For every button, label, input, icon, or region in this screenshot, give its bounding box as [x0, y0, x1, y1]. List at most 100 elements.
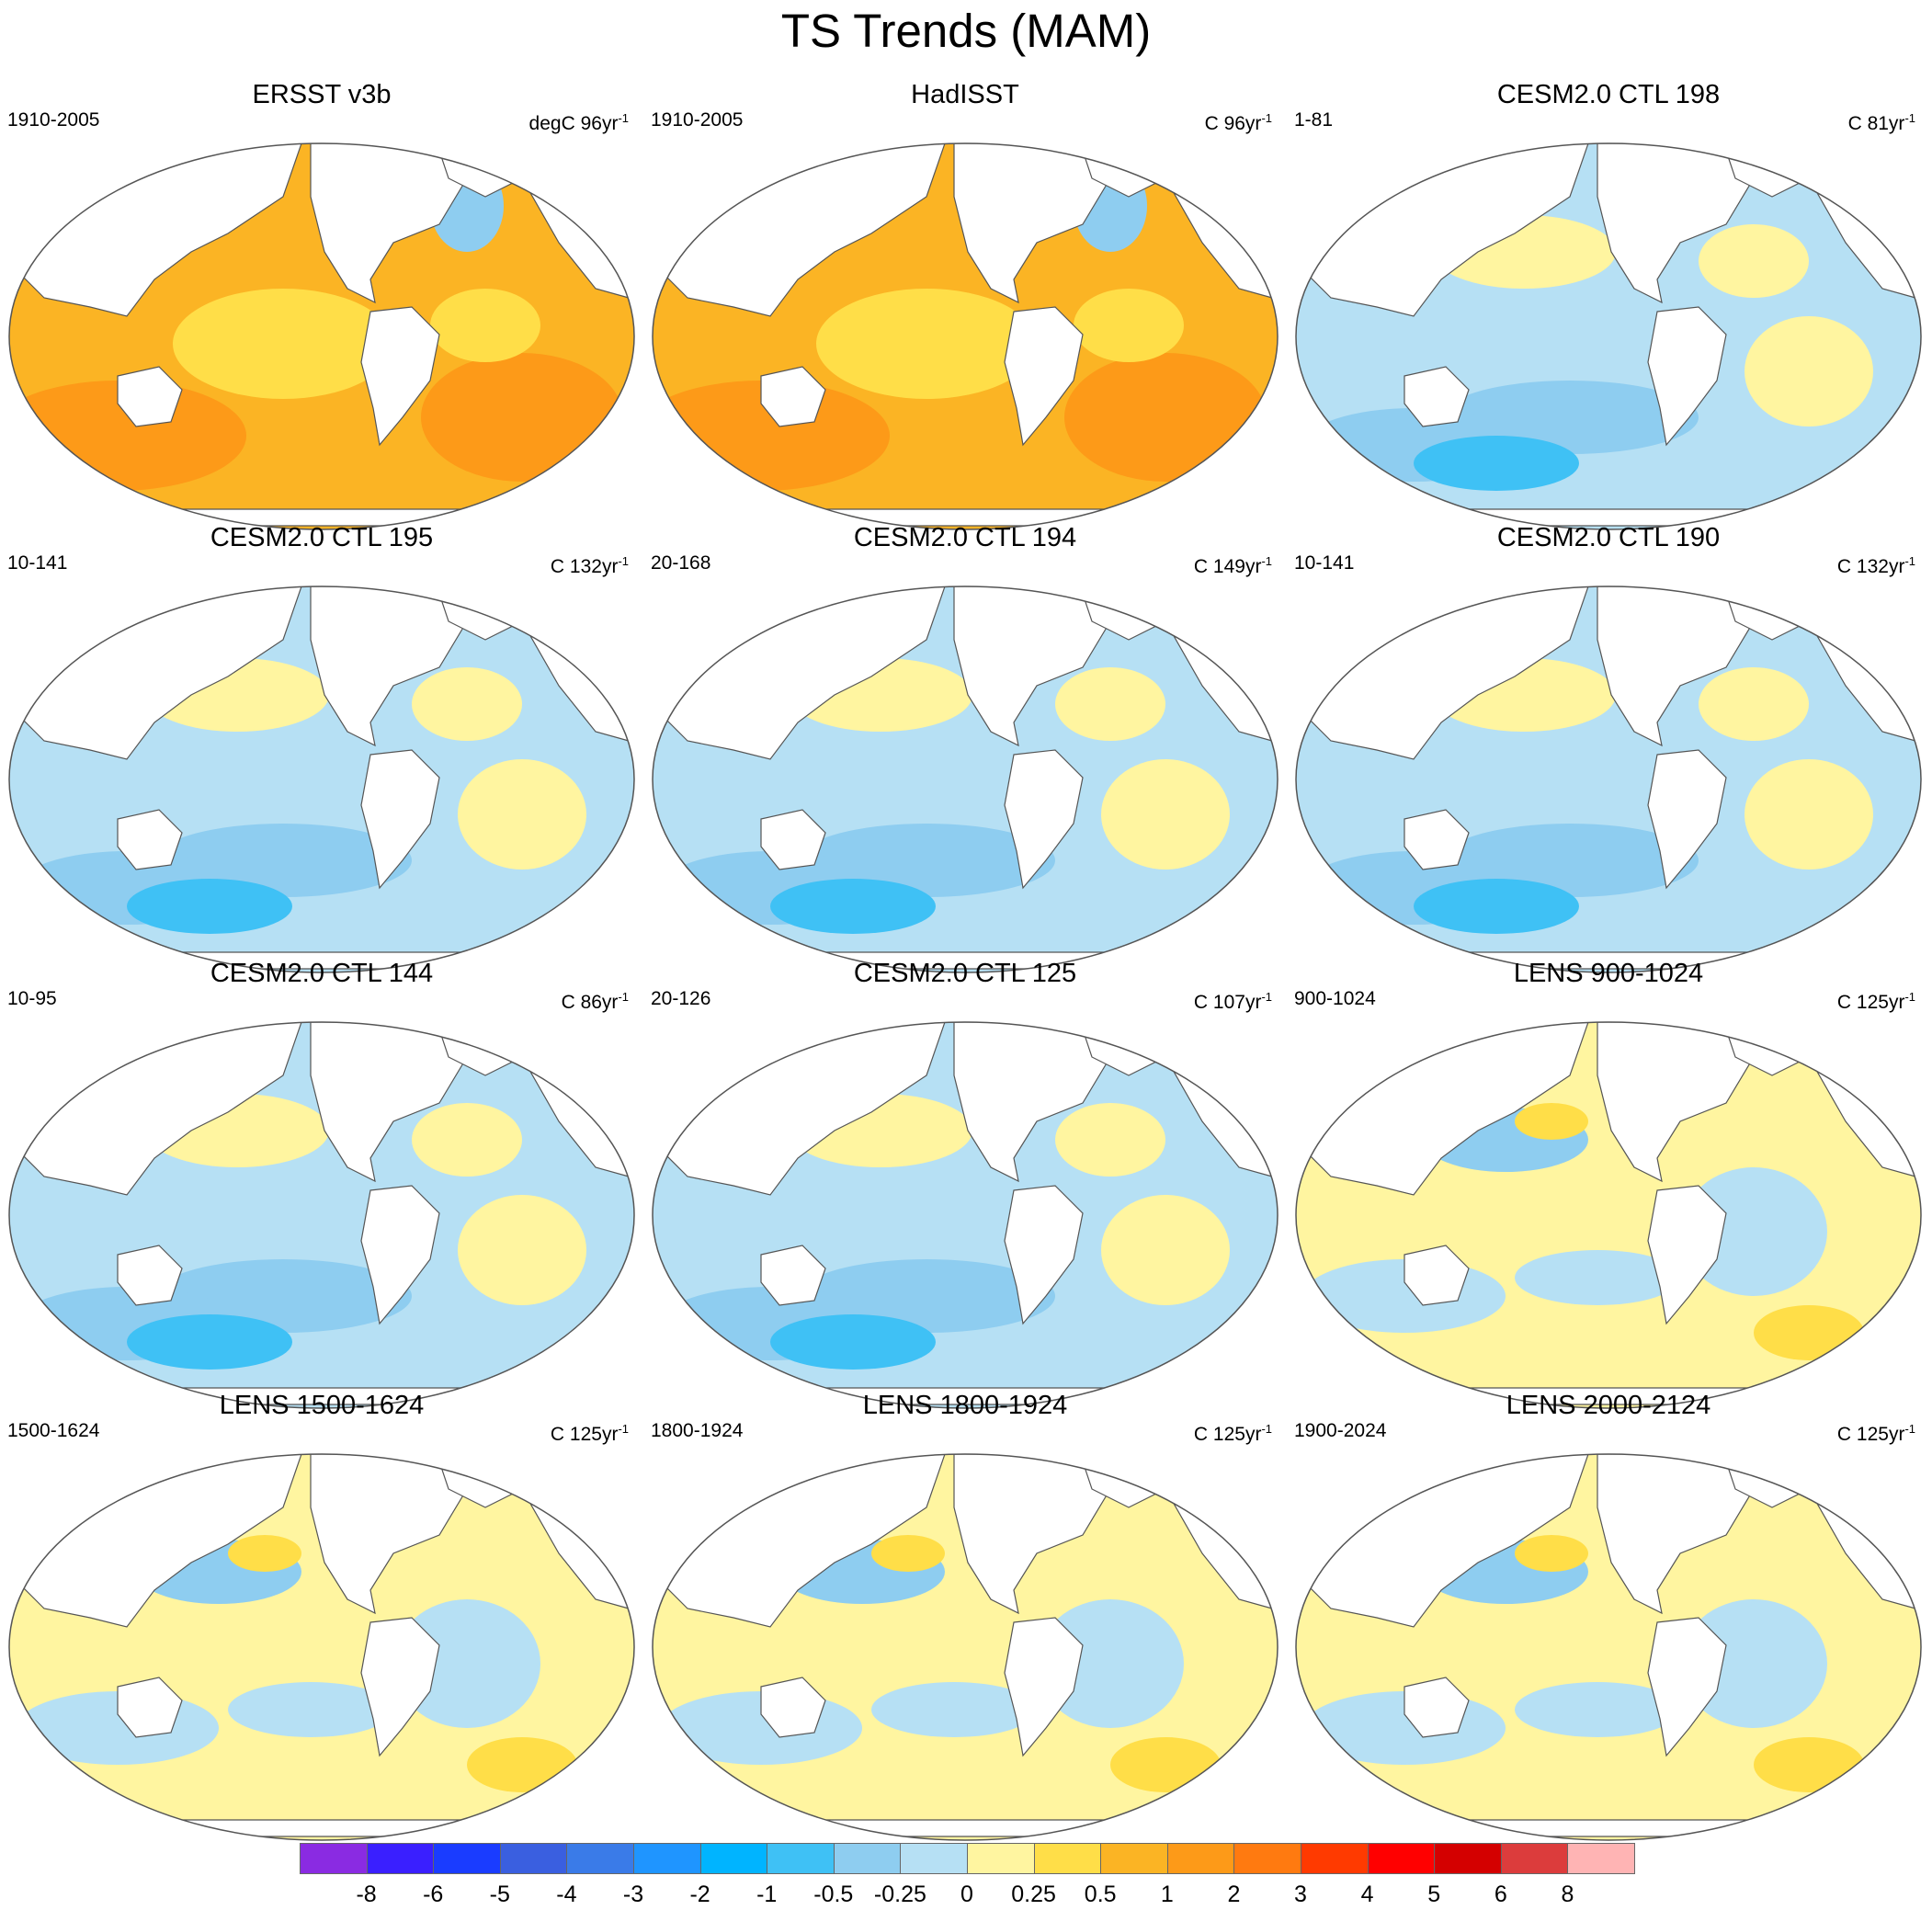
landmass — [117, 366, 183, 427]
colorbar-tick-label: -6 — [423, 1882, 444, 1907]
panel-title: HadISST — [911, 80, 1019, 109]
panel-title: LENS 1500-1624 — [219, 1391, 425, 1420]
panel-year-range: 20-126 — [651, 988, 711, 1009]
colorbar — [300, 1843, 1635, 1874]
map-panel: LENS 1800-1924 1800-1924 C 125yr-1 — [643, 1390, 1287, 1841]
anomaly-region — [127, 879, 292, 934]
colorbar-tick-label: 4 — [1360, 1882, 1374, 1907]
anomaly-region — [1680, 1599, 1827, 1728]
panel-title: CESM2.0 CTL 195 — [210, 523, 434, 552]
colorbar-tick-label: 3 — [1294, 1882, 1307, 1907]
map-border — [8, 1021, 635, 1409]
anomaly-region — [1754, 1737, 1864, 1792]
panel-units: C 149yr-1 — [1193, 554, 1272, 577]
colorbar-tick-label: 2 — [1227, 1882, 1241, 1907]
world-map — [8, 1453, 635, 1841]
panel-year-range: 1910-2005 — [651, 109, 744, 131]
panel-year-range: 10-95 — [7, 988, 57, 1009]
panel-year-range: 10-141 — [1294, 552, 1355, 574]
anomaly-region — [1414, 879, 1579, 934]
map-border — [8, 1453, 635, 1841]
anomaly-region — [1680, 1167, 1827, 1296]
panel-year-range: 10-141 — [7, 552, 68, 574]
anomaly-region — [816, 289, 1037, 399]
landmass — [117, 1677, 183, 1738]
colorbar-tick-label: 5 — [1427, 1882, 1441, 1907]
map-border — [1295, 142, 1922, 530]
landmass — [1404, 1245, 1470, 1306]
anomaly-region — [1744, 316, 1873, 426]
colorbar-segment — [1500, 1843, 1569, 1874]
anomaly-region — [871, 1682, 1037, 1737]
landmass — [760, 1677, 826, 1738]
panel-year-range: 1910-2005 — [7, 109, 100, 131]
anomaly-region — [127, 1314, 292, 1370]
landmass — [125, 1819, 524, 1837]
world-map — [652, 142, 1279, 530]
colorbar-segment — [1367, 1843, 1436, 1874]
anomaly-region — [1110, 1737, 1221, 1792]
map-panel: CESM2.0 CTL 125 20-126 C 107yr-1 — [643, 958, 1287, 1409]
colorbar-segment — [833, 1843, 902, 1874]
anomaly-region — [1515, 1682, 1680, 1737]
anomaly-region — [770, 879, 936, 934]
map-border — [1295, 1021, 1922, 1409]
panel-units: C 132yr-1 — [550, 554, 629, 577]
anomaly-region — [430, 289, 540, 362]
landmass — [1647, 306, 1727, 447]
anomaly-region — [1055, 1103, 1165, 1177]
panel-title: CESM2.0 CTL 190 — [1496, 523, 1721, 552]
anomaly-region — [1754, 1305, 1864, 1360]
world-map — [8, 586, 635, 973]
landmass — [760, 1245, 826, 1306]
anomaly-region — [393, 1599, 540, 1728]
panel-units: C 107yr-1 — [1193, 990, 1272, 1013]
landmass — [1404, 1677, 1470, 1738]
colorbar-segment — [1033, 1843, 1102, 1874]
panel-title: CESM2.0 CTL 198 — [1496, 80, 1721, 109]
world-map — [8, 142, 635, 530]
anomaly-region — [1744, 759, 1873, 870]
anomaly-region — [421, 353, 623, 482]
colorbar-tick-label: -0.25 — [873, 1882, 926, 1907]
anomaly-region — [1414, 436, 1579, 491]
colorbar-segment — [633, 1843, 701, 1874]
anomaly-region — [1037, 1599, 1184, 1728]
colorbar-tick-label: 8 — [1561, 1882, 1574, 1907]
colorbar-segment — [366, 1843, 435, 1874]
anomaly-region — [1515, 1535, 1588, 1572]
colorbar-segment — [900, 1843, 968, 1874]
landmass — [360, 749, 440, 890]
anomaly-region — [1699, 667, 1809, 741]
map-border — [1295, 586, 1922, 973]
map-border — [8, 142, 635, 530]
colorbar-segment — [1567, 1843, 1635, 1874]
anomaly-region — [1101, 759, 1230, 870]
anomaly-region — [1074, 289, 1184, 362]
colorbar-tick-label: -4 — [556, 1882, 577, 1907]
landmass — [360, 306, 440, 447]
landmass — [1004, 1185, 1084, 1325]
world-map — [652, 1021, 1279, 1409]
map-panel: LENS 2000-2124 1900-2024 C 125yr-1 — [1287, 1390, 1930, 1841]
panel-units: C 96yr-1 — [1204, 111, 1272, 134]
landmass — [1647, 749, 1727, 890]
colorbar-segment — [1434, 1843, 1502, 1874]
colorbar-tick-label: -1 — [756, 1882, 778, 1907]
map-panel: CESM2.0 CTL 194 20-168 C 149yr-1 — [643, 522, 1287, 973]
colorbar-segment — [1166, 1843, 1235, 1874]
anomaly-region — [770, 1314, 936, 1370]
map-panel: CESM2.0 CTL 195 10-141 C 132yr-1 — [0, 522, 643, 973]
map-panel: CESM2.0 CTL 190 10-141 C 132yr-1 — [1287, 522, 1930, 973]
map-border — [652, 1021, 1279, 1409]
colorbar-tick-label: 0.25 — [1011, 1882, 1056, 1907]
map-border — [8, 586, 635, 973]
world-map — [1295, 1453, 1922, 1841]
colorbar-tick-label: 0.5 — [1084, 1882, 1117, 1907]
panel-title: LENS 2000-2124 — [1506, 1391, 1711, 1420]
panel-year-range: 1800-1924 — [651, 1420, 744, 1441]
landmass — [760, 366, 826, 427]
panel-units: degC 96yr-1 — [528, 111, 629, 134]
colorbar-tick-label: -0.5 — [813, 1882, 854, 1907]
anomaly-region — [1515, 1250, 1680, 1305]
